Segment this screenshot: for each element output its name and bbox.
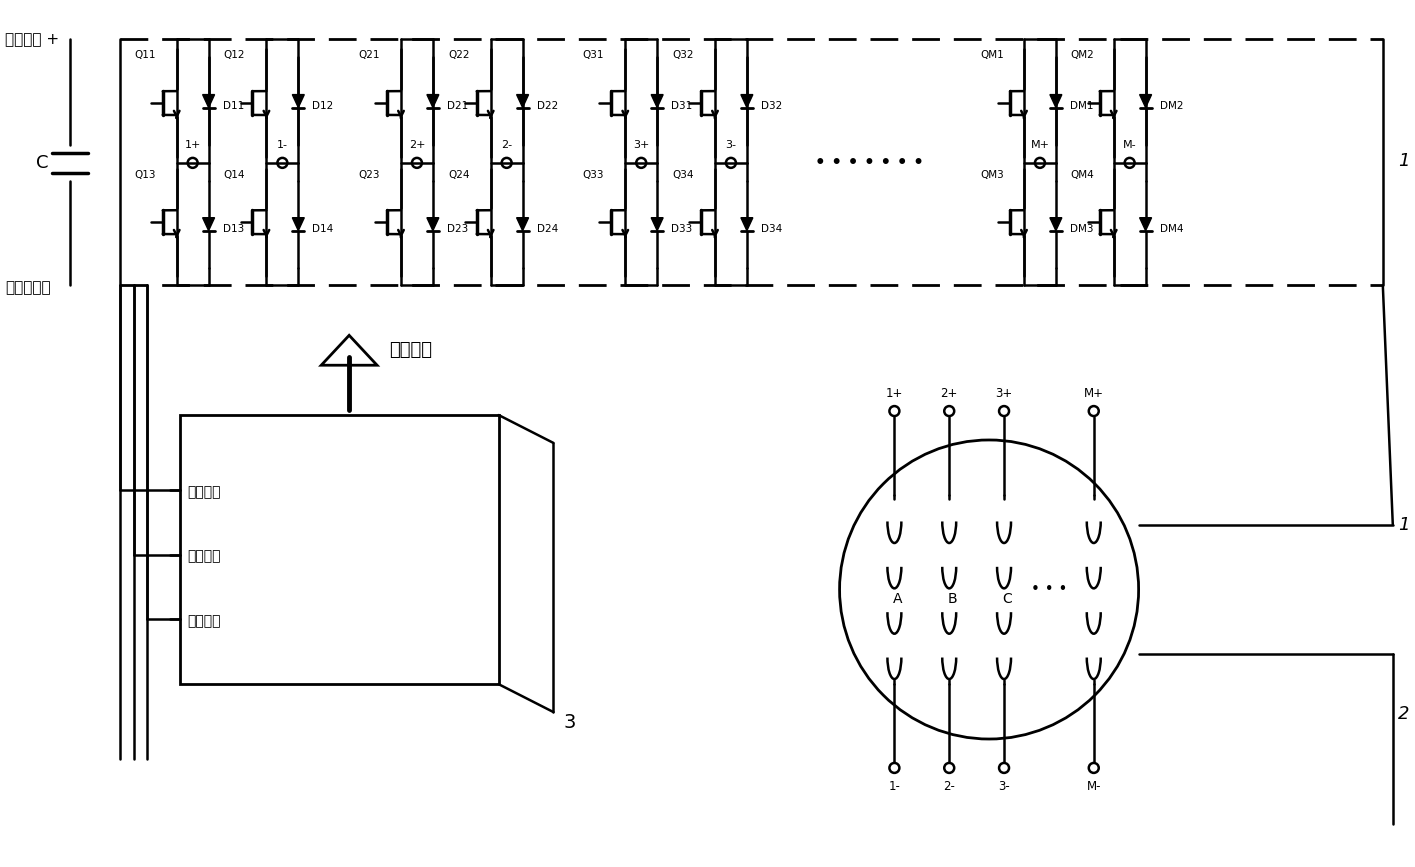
Polygon shape [651, 218, 664, 231]
Text: 过流检测: 过流检测 [188, 485, 221, 499]
Text: 过热检测: 过热检测 [188, 615, 221, 629]
Text: 2+: 2+ [941, 387, 958, 400]
Text: • • • • • • •: • • • • • • • [815, 153, 924, 172]
Text: QM4: QM4 [1070, 170, 1094, 179]
Text: Q31: Q31 [583, 50, 604, 60]
Polygon shape [516, 95, 529, 108]
Text: 3: 3 [563, 713, 576, 732]
Text: B: B [948, 592, 957, 607]
Text: 2-: 2- [501, 140, 512, 150]
Polygon shape [293, 95, 304, 108]
Text: 3-: 3- [726, 140, 736, 150]
Text: DM1: DM1 [1070, 101, 1094, 111]
Text: QM2: QM2 [1070, 50, 1094, 60]
Text: D31: D31 [671, 101, 692, 111]
Text: D21: D21 [447, 101, 468, 111]
Text: Q21: Q21 [358, 50, 379, 60]
Polygon shape [1139, 95, 1152, 108]
Text: 1-: 1- [889, 780, 900, 793]
Text: QM1: QM1 [981, 50, 1005, 60]
Text: D14: D14 [313, 225, 334, 234]
Text: 1-: 1- [277, 140, 287, 150]
Polygon shape [741, 218, 753, 231]
Text: D12: D12 [313, 101, 334, 111]
Polygon shape [516, 218, 529, 231]
Text: DM3: DM3 [1070, 225, 1094, 234]
Text: M-: M- [1124, 140, 1136, 150]
Text: Q32: Q32 [672, 50, 693, 60]
Text: M-: M- [1087, 780, 1101, 793]
Text: Q12: Q12 [224, 50, 245, 60]
Text: D23: D23 [447, 225, 468, 234]
Polygon shape [741, 95, 753, 108]
Text: M+: M+ [1030, 140, 1050, 150]
Text: D11: D11 [222, 101, 243, 111]
Text: DM2: DM2 [1159, 101, 1183, 111]
Text: • • •: • • • [1030, 582, 1067, 597]
Text: D32: D32 [761, 101, 782, 111]
Text: 2+: 2+ [409, 140, 424, 150]
Text: Q33: Q33 [583, 170, 604, 179]
Text: Q11: Q11 [134, 50, 156, 60]
Polygon shape [1050, 218, 1061, 231]
Text: 直流母线 +: 直流母线 + [6, 32, 59, 47]
Polygon shape [202, 218, 215, 231]
Text: 1+: 1+ [886, 387, 903, 400]
Text: QM3: QM3 [981, 170, 1005, 179]
Polygon shape [1050, 95, 1061, 108]
Text: M+: M+ [1084, 387, 1104, 400]
Text: 1+: 1+ [184, 140, 201, 150]
Text: Q14: Q14 [224, 170, 245, 179]
Text: C: C [1002, 592, 1012, 607]
Text: D22: D22 [536, 101, 558, 111]
Text: D24: D24 [536, 225, 558, 234]
Polygon shape [427, 95, 439, 108]
Text: 2: 2 [1398, 705, 1409, 723]
Text: 直流母线－: 直流母线－ [6, 280, 51, 295]
Text: C: C [35, 153, 48, 172]
Text: 3+: 3+ [633, 140, 649, 150]
Text: 1: 1 [1398, 516, 1409, 534]
Text: DM4: DM4 [1159, 225, 1183, 234]
Text: D33: D33 [671, 225, 692, 234]
Text: Q23: Q23 [358, 170, 379, 179]
Polygon shape [202, 95, 215, 108]
Text: A: A [893, 592, 903, 607]
Polygon shape [293, 218, 304, 231]
Text: 驱动信号: 驱动信号 [389, 342, 432, 359]
Polygon shape [1139, 218, 1152, 231]
Text: 电压检测: 电压检测 [188, 550, 221, 564]
Text: 2-: 2- [944, 780, 955, 793]
Text: Q24: Q24 [449, 170, 470, 179]
Text: 1: 1 [1398, 152, 1409, 170]
Text: D13: D13 [222, 225, 243, 234]
Text: 3-: 3- [998, 780, 1010, 793]
Text: D34: D34 [761, 225, 782, 234]
Text: 3+: 3+ [995, 387, 1013, 400]
Text: Q34: Q34 [672, 170, 693, 179]
Polygon shape [427, 218, 439, 231]
Bar [180, 415, 498, 684]
Text: Q13: Q13 [134, 170, 156, 179]
Text: Q22: Q22 [449, 50, 470, 60]
Polygon shape [651, 95, 664, 108]
